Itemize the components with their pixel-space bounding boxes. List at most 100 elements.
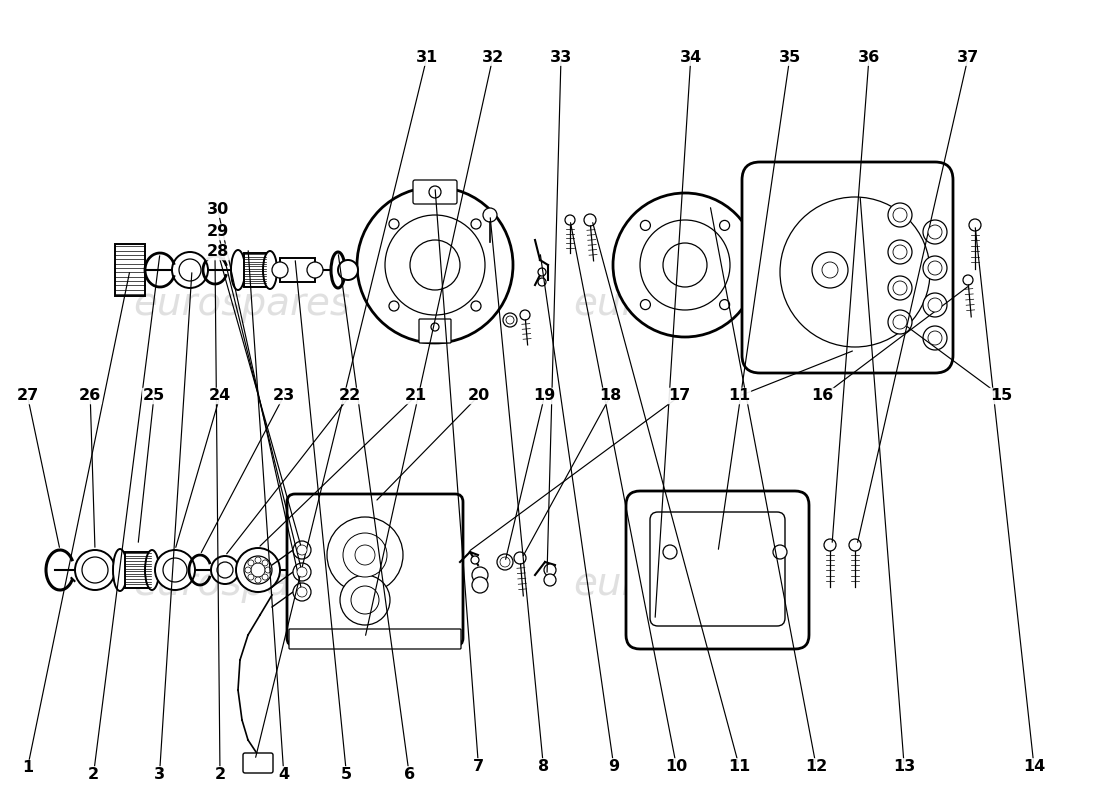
Text: 8: 8 xyxy=(538,759,549,774)
Circle shape xyxy=(338,260,358,280)
Ellipse shape xyxy=(113,549,127,591)
Circle shape xyxy=(248,560,254,566)
Ellipse shape xyxy=(263,251,277,289)
Circle shape xyxy=(780,197,930,347)
Circle shape xyxy=(351,586,380,614)
Ellipse shape xyxy=(231,250,245,290)
Circle shape xyxy=(893,208,907,222)
Circle shape xyxy=(893,245,907,259)
Circle shape xyxy=(293,563,311,581)
Bar xyxy=(116,244,145,296)
Text: 31: 31 xyxy=(416,50,438,65)
Circle shape xyxy=(272,262,288,278)
Circle shape xyxy=(888,310,912,334)
Circle shape xyxy=(255,557,261,563)
Circle shape xyxy=(265,567,271,573)
FancyBboxPatch shape xyxy=(650,512,785,626)
Circle shape xyxy=(389,301,399,311)
Circle shape xyxy=(893,281,907,295)
Circle shape xyxy=(640,299,650,310)
Text: 37: 37 xyxy=(957,50,979,65)
Text: eurospares: eurospares xyxy=(133,285,351,323)
Text: 6: 6 xyxy=(404,767,415,782)
Text: 22: 22 xyxy=(339,389,361,403)
Circle shape xyxy=(297,587,307,597)
Ellipse shape xyxy=(331,252,345,288)
Circle shape xyxy=(429,186,441,198)
Circle shape xyxy=(544,574,556,586)
Circle shape xyxy=(327,517,403,593)
Circle shape xyxy=(969,219,981,231)
Text: 18: 18 xyxy=(600,389,621,403)
Circle shape xyxy=(155,550,195,590)
Text: 3: 3 xyxy=(154,767,165,782)
Circle shape xyxy=(506,316,514,324)
Circle shape xyxy=(888,276,912,300)
Circle shape xyxy=(538,268,546,276)
Circle shape xyxy=(472,577,488,593)
Circle shape xyxy=(245,567,251,573)
Circle shape xyxy=(472,567,488,583)
Circle shape xyxy=(385,215,485,315)
Circle shape xyxy=(500,557,510,567)
Circle shape xyxy=(297,567,307,577)
Circle shape xyxy=(389,219,399,229)
Text: 34: 34 xyxy=(680,50,702,65)
FancyBboxPatch shape xyxy=(287,494,463,646)
Circle shape xyxy=(471,301,481,311)
Circle shape xyxy=(217,562,233,578)
Circle shape xyxy=(483,208,497,222)
Circle shape xyxy=(248,574,254,580)
Text: 21: 21 xyxy=(405,389,427,403)
FancyBboxPatch shape xyxy=(243,753,273,773)
Ellipse shape xyxy=(145,550,160,590)
Circle shape xyxy=(640,220,730,310)
Circle shape xyxy=(888,240,912,264)
Text: 14: 14 xyxy=(1023,759,1045,774)
Circle shape xyxy=(584,214,596,226)
Text: 1: 1 xyxy=(22,761,33,775)
Circle shape xyxy=(640,221,650,230)
Circle shape xyxy=(928,298,942,312)
Circle shape xyxy=(163,558,187,582)
Text: 17: 17 xyxy=(669,389,691,403)
Circle shape xyxy=(343,533,387,577)
FancyBboxPatch shape xyxy=(289,629,461,649)
FancyBboxPatch shape xyxy=(742,162,953,373)
Circle shape xyxy=(503,313,517,327)
Circle shape xyxy=(251,563,265,577)
Circle shape xyxy=(893,315,907,329)
Text: 5: 5 xyxy=(341,767,352,782)
Text: 4: 4 xyxy=(278,767,289,782)
Circle shape xyxy=(297,545,307,555)
Text: 19: 19 xyxy=(534,389,556,403)
Circle shape xyxy=(255,577,261,583)
Circle shape xyxy=(888,203,912,227)
Text: 9: 9 xyxy=(608,759,619,774)
Circle shape xyxy=(962,275,974,285)
Circle shape xyxy=(82,557,108,583)
Text: 7: 7 xyxy=(473,759,484,774)
Circle shape xyxy=(179,259,201,281)
Circle shape xyxy=(773,545,786,559)
Circle shape xyxy=(293,541,311,559)
Circle shape xyxy=(544,564,556,576)
Text: 11: 11 xyxy=(728,759,750,774)
Text: 27: 27 xyxy=(16,389,38,403)
Circle shape xyxy=(923,256,947,280)
Circle shape xyxy=(471,219,481,229)
Circle shape xyxy=(355,545,375,565)
Circle shape xyxy=(663,243,707,287)
Text: 10: 10 xyxy=(666,759,688,774)
Text: 2: 2 xyxy=(88,767,99,782)
Text: 25: 25 xyxy=(143,389,165,403)
Circle shape xyxy=(824,539,836,551)
Circle shape xyxy=(340,575,390,625)
Circle shape xyxy=(928,225,942,239)
Text: 15: 15 xyxy=(990,389,1012,403)
Circle shape xyxy=(538,278,546,286)
Circle shape xyxy=(307,262,323,278)
Circle shape xyxy=(663,545,676,559)
Circle shape xyxy=(520,310,530,320)
Circle shape xyxy=(410,240,460,290)
